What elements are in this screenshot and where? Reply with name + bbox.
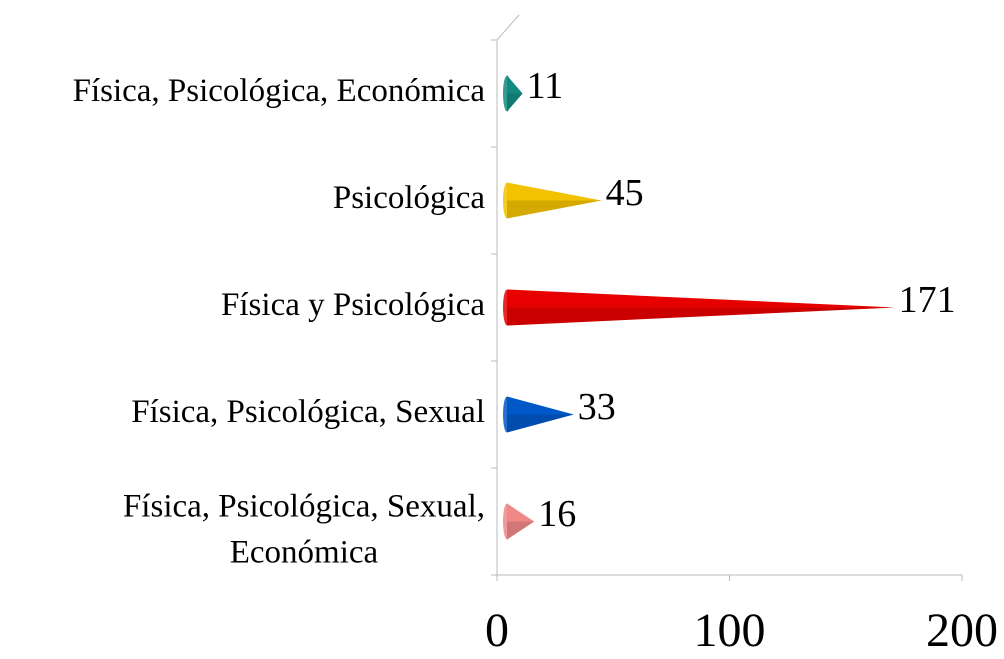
category-label: Física, Psicológica, Sexual — [131, 394, 485, 430]
value-label: 11 — [527, 65, 564, 107]
cone — [507, 503, 535, 540]
value-label: 16 — [538, 493, 576, 535]
cone — [507, 75, 523, 112]
cone-shade — [507, 414, 574, 433]
value-label: 45 — [606, 172, 644, 214]
x-tick-label: 200 — [926, 604, 998, 657]
cone — [507, 396, 574, 433]
cone-base — [503, 289, 511, 326]
cone — [507, 182, 602, 219]
cone-base — [503, 75, 511, 112]
bar — [503, 75, 523, 112]
cone-base — [503, 503, 511, 540]
cone — [507, 289, 895, 326]
bar — [503, 182, 602, 219]
category-label: Física, Psicológica, Económica — [73, 73, 486, 109]
category-label: Psicológica — [333, 180, 485, 216]
cone-base — [503, 396, 511, 433]
value-label: 171 — [899, 279, 956, 321]
x-tick-label: 100 — [694, 604, 766, 657]
bar — [503, 396, 574, 433]
cone-shade — [507, 200, 602, 219]
category-label: Física y Psicológica — [221, 287, 485, 323]
y-axis-top — [496, 14, 520, 41]
cone-base — [503, 182, 511, 219]
cone-shade — [507, 521, 535, 540]
bar — [503, 503, 535, 540]
cone-shade — [507, 307, 895, 326]
category-label: Física, Psicológica, Sexual, Económica — [123, 488, 485, 570]
bar — [503, 289, 895, 326]
value-label: 33 — [578, 386, 616, 428]
cone-shade — [507, 93, 523, 112]
x-tick-label: 0 — [485, 604, 509, 657]
